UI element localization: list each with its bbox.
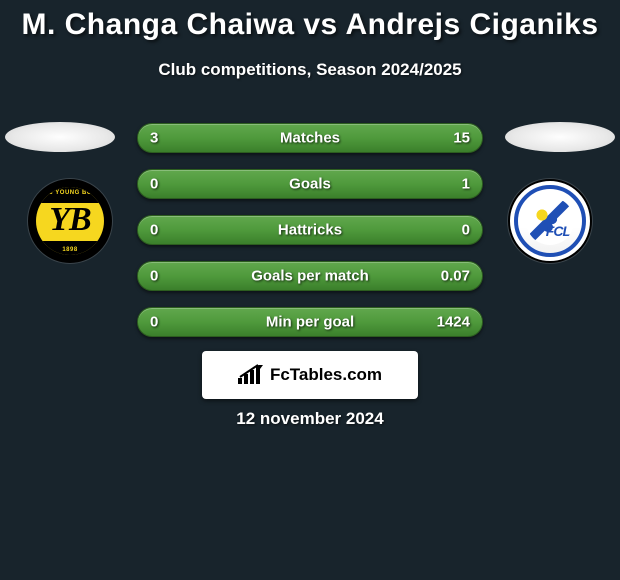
player-right-avatar	[505, 122, 615, 152]
stat-label: Min per goal	[138, 314, 482, 331]
stat-right-value: 1	[462, 176, 470, 193]
stat-label: Matches	[138, 130, 482, 147]
yb-monogram-text: YB	[49, 201, 90, 238]
stat-right-value: 1424	[437, 314, 470, 331]
stat-label: Hattricks	[138, 222, 482, 239]
yb-badge-year: 1898	[36, 247, 104, 253]
fcl-monogram: FCL	[546, 223, 570, 239]
snapshot-date: 12 november 2024	[0, 409, 620, 429]
stat-bar: 0 Hattricks 0	[137, 215, 483, 245]
fcl-badge-core: FCL	[526, 197, 574, 245]
comparison-subtitle: Club competitions, Season 2024/2025	[0, 60, 620, 80]
stat-right-value: 0.07	[441, 268, 470, 285]
stat-bar: 0 Min per goal 1424	[137, 307, 483, 337]
stat-bar: 3 Matches 15	[137, 123, 483, 153]
yb-badge-inner: BSC YOUNG BOYS YB 1898	[36, 187, 104, 255]
club-badge-left: BSC YOUNG BOYS YB 1898	[28, 179, 112, 263]
stat-label: Goals	[138, 176, 482, 193]
brand-text: FcTables.com	[270, 365, 382, 385]
club-badge-right: FCL	[508, 179, 592, 263]
stat-bar: 0 Goals 1	[137, 169, 483, 199]
yb-badge-top-text: BSC YOUNG BOYS	[36, 190, 104, 196]
stat-bar-list: 3 Matches 15 0 Goals 1 0 Hattricks 0 0 G…	[137, 123, 483, 353]
stat-label: Goals per match	[138, 268, 482, 285]
yb-badge-monogram: YB	[36, 201, 104, 239]
player-left-avatar	[5, 122, 115, 152]
comparison-title: M. Changa Chaiwa vs Andrejs Ciganiks	[0, 0, 620, 42]
brand-card: FcTables.com	[202, 351, 418, 399]
fctables-logo-icon	[238, 364, 264, 386]
fcl-badge-ring: FCL	[514, 185, 586, 257]
stat-right-value: 0	[462, 222, 470, 239]
stat-bar: 0 Goals per match 0.07	[137, 261, 483, 291]
yb-badge-bottom-band: 1898	[36, 241, 104, 255]
stat-right-value: 15	[453, 130, 470, 147]
